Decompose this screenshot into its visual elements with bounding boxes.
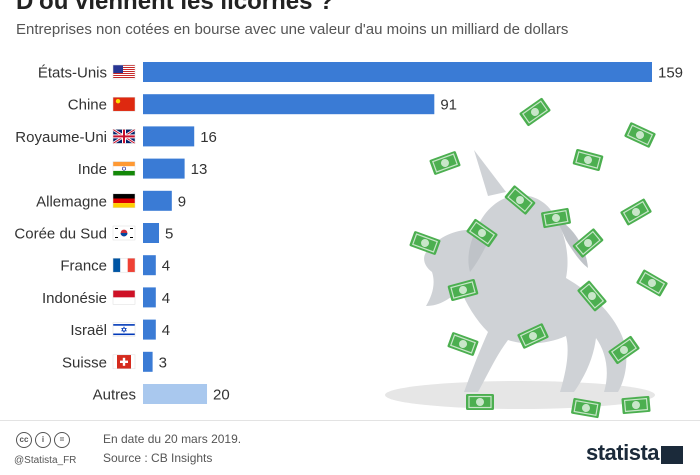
statista-logo: statista [586,440,660,465]
category-label: Inde [78,161,107,178]
category-label: Corée du Sud [14,226,107,243]
unicorn-illustration [385,150,655,409]
bar [143,190,172,211]
dollar-bill-icon [619,197,653,227]
bar-value-label: 5 [165,226,173,243]
bar-value-label: 16 [200,129,217,146]
bar-value-label: 159 [658,65,683,82]
chart-subtitle: Entreprises non cotées en bourse avec un… [16,21,569,38]
bar-value-label: 3 [159,354,167,371]
bar-value-label: 4 [162,322,170,339]
dollar-bill-icon [518,96,552,128]
license-icons: cc i = [16,432,70,448]
bar [143,62,652,82]
cn-flag-icon [112,96,136,112]
category-label: Indonésie [42,290,107,307]
dollar-bill-icon [635,268,669,298]
fr-flag-icon [112,257,136,273]
dollar-bill-icon [620,395,652,415]
chart-title: D'où viennent les licornes ? [16,0,334,15]
bar [143,351,153,372]
category-label: Suisse [62,354,107,371]
ch-flag-icon [112,354,136,370]
bar [143,158,185,179]
us-flag-icon [112,64,136,80]
dollar-bill-icon [428,150,462,176]
in-flag-icon [112,161,136,176]
attribution-icon: i [35,432,51,448]
category-label: Autres [93,387,136,404]
category-label: France [60,258,107,275]
bar [143,287,156,308]
no-derivatives-icon: = [54,432,70,448]
category-label: Israël [70,322,107,339]
id-flag-icon [112,290,136,305]
bar [143,255,156,276]
category-label: Allemagne [36,193,107,210]
bar-value-label: 4 [162,258,170,275]
bar [143,126,195,147]
date-note: En date du 20 mars 2019. [103,432,242,446]
gb-flag-icon [112,128,136,145]
bar [143,223,160,243]
bar-value-label: 4 [162,290,170,307]
bar [143,384,208,404]
dollar-bill-icon [623,121,657,149]
dollar-bill-icon [446,331,480,357]
bar-value-label: 9 [178,193,186,210]
statista-logo-mark-icon [661,446,683,464]
kr-flag-icon [112,225,136,241]
bar-chart: 159 États-Unis 91 Chine 16 Royaume-Uni 13 Inde 9… [14,62,683,419]
footer-divider [0,420,700,421]
dollar-bill-icon [571,148,605,172]
bar [143,319,156,340]
dollar-bill-icon [465,393,495,411]
bar [143,94,435,115]
category-label: Royaume-Uni [15,129,107,146]
twitter-handle: @Statista_FR [14,455,77,466]
bar-value-label: 13 [191,161,208,178]
source-note: Source : CB Insights [103,451,213,465]
bar-value-label: 20 [213,387,230,404]
bar-value-label: 91 [440,97,457,114]
dollar-bill-icon [408,230,442,256]
cc-icon: cc [16,432,32,448]
category-label: États-Unis [38,65,107,82]
de-flag-icon [112,193,136,209]
il-flag-icon [112,322,136,337]
category-label: Chine [68,97,107,114]
